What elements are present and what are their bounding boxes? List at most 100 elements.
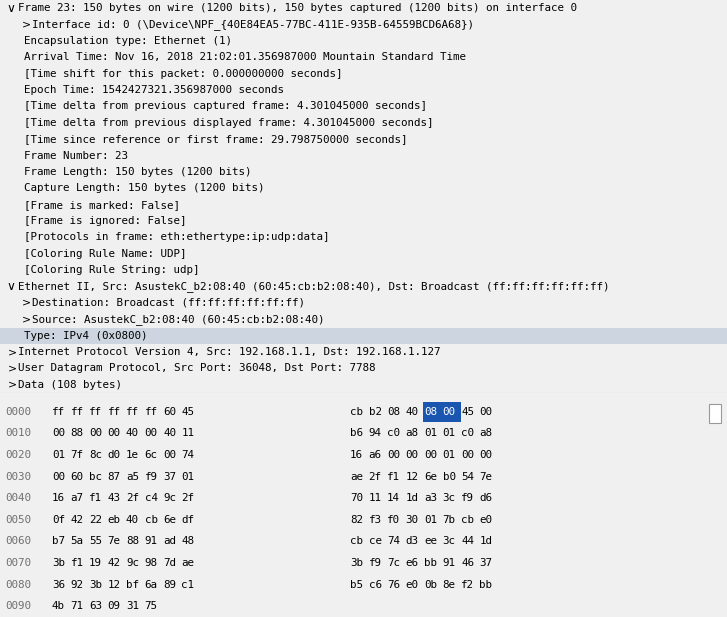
- Text: 00: 00: [52, 471, 65, 482]
- Text: d6: d6: [480, 493, 492, 503]
- Text: 01: 01: [443, 450, 456, 460]
- Text: 74: 74: [387, 536, 400, 547]
- Text: [Coloring Rule String: udp]: [Coloring Rule String: udp]: [24, 265, 199, 275]
- Text: 63: 63: [89, 601, 102, 611]
- Text: 5a: 5a: [71, 536, 84, 547]
- Text: f1: f1: [387, 471, 400, 482]
- Text: 7f: 7f: [71, 450, 84, 460]
- Text: b7: b7: [52, 536, 65, 547]
- Text: e0: e0: [480, 515, 492, 525]
- Text: ff: ff: [126, 407, 139, 417]
- Text: 71: 71: [71, 601, 84, 611]
- Text: 0040: 0040: [5, 493, 31, 503]
- Text: [Time since reference or first frame: 29.798750000 seconds]: [Time since reference or first frame: 29…: [24, 134, 408, 144]
- Text: Data (108 bytes): Data (108 bytes): [18, 380, 122, 390]
- Text: 3b: 3b: [350, 558, 363, 568]
- Text: c0: c0: [461, 428, 474, 439]
- Text: [Coloring Rule Name: UDP]: [Coloring Rule Name: UDP]: [24, 249, 187, 259]
- Text: ff: ff: [52, 407, 65, 417]
- Text: [Frame is marked: False]: [Frame is marked: False]: [24, 200, 180, 210]
- Text: 7b: 7b: [443, 515, 456, 525]
- Text: 45: 45: [182, 407, 195, 417]
- Text: 42: 42: [108, 558, 121, 568]
- Text: d0: d0: [108, 450, 121, 460]
- Text: Internet Protocol Version 4, Src: 192.168.1.1, Dst: 192.168.1.127: Internet Protocol Version 4, Src: 192.16…: [18, 347, 441, 357]
- Text: a5: a5: [126, 471, 139, 482]
- Text: b0: b0: [443, 471, 456, 482]
- Text: 01: 01: [52, 450, 65, 460]
- Text: 00: 00: [387, 450, 400, 460]
- Text: c6: c6: [369, 579, 382, 590]
- Text: b2: b2: [369, 407, 382, 417]
- Text: 0070: 0070: [5, 558, 31, 568]
- Text: 00: 00: [163, 450, 176, 460]
- Text: b6: b6: [350, 428, 363, 439]
- Text: >: >: [8, 380, 17, 390]
- Text: ∨: ∨: [6, 280, 15, 293]
- Text: a7: a7: [71, 493, 84, 503]
- Text: a8: a8: [406, 428, 419, 439]
- Text: ff: ff: [89, 407, 102, 417]
- Text: 42: 42: [71, 515, 84, 525]
- Text: Source: AsustekC_b2:08:40 (60:45:cb:b2:08:40): Source: AsustekC_b2:08:40 (60:45:cb:b2:0…: [32, 314, 324, 325]
- Text: 00: 00: [406, 450, 419, 460]
- Text: 14: 14: [387, 493, 400, 503]
- Text: 19: 19: [89, 558, 102, 568]
- Text: 11: 11: [369, 493, 382, 503]
- Text: 9c: 9c: [163, 493, 176, 503]
- Text: 1e: 1e: [126, 450, 139, 460]
- Text: 88: 88: [126, 536, 139, 547]
- Text: 7d: 7d: [163, 558, 176, 568]
- Text: 60: 60: [71, 471, 84, 482]
- Text: 40: 40: [163, 428, 176, 439]
- Text: cb: cb: [350, 407, 363, 417]
- Text: 46: 46: [461, 558, 474, 568]
- Text: Frame 23: 150 bytes on wire (1200 bits), 150 bytes captured (1200 bits) on inter: Frame 23: 150 bytes on wire (1200 bits),…: [18, 3, 577, 13]
- Text: ff: ff: [145, 407, 158, 417]
- Text: cb: cb: [461, 515, 474, 525]
- Text: ff: ff: [71, 407, 84, 417]
- Text: 00: 00: [52, 428, 65, 439]
- Text: Frame Length: 150 bytes (1200 bits): Frame Length: 150 bytes (1200 bits): [24, 167, 252, 177]
- Text: Encapsulation type: Ethernet (1): Encapsulation type: Ethernet (1): [24, 36, 232, 46]
- Text: 00: 00: [424, 450, 437, 460]
- Text: 91: 91: [443, 558, 456, 568]
- Text: f0: f0: [387, 515, 400, 525]
- Text: 8e: 8e: [443, 579, 456, 590]
- Text: 16: 16: [52, 493, 65, 503]
- Text: bf: bf: [126, 579, 139, 590]
- Text: 76: 76: [387, 579, 400, 590]
- Text: 0b: 0b: [424, 579, 437, 590]
- Text: bb: bb: [480, 579, 492, 590]
- Text: a8: a8: [480, 428, 492, 439]
- Text: 00: 00: [89, 428, 102, 439]
- Text: ce: ce: [369, 536, 382, 547]
- Text: 22: 22: [89, 515, 102, 525]
- Text: Arrival Time: Nov 16, 2018 21:02:01.356987000 Mountain Standard Time: Arrival Time: Nov 16, 2018 21:02:01.3569…: [24, 52, 466, 62]
- Text: df: df: [182, 515, 195, 525]
- Text: [Time delta from previous displayed frame: 4.301045000 seconds]: [Time delta from previous displayed fram…: [24, 118, 433, 128]
- Text: 00: 00: [108, 428, 121, 439]
- Text: >: >: [22, 20, 31, 30]
- Text: ee: ee: [424, 536, 437, 547]
- Text: 00: 00: [145, 428, 158, 439]
- Text: 00: 00: [480, 450, 492, 460]
- Text: 40: 40: [126, 428, 139, 439]
- Text: Capture Length: 150 bytes (1200 bits): Capture Length: 150 bytes (1200 bits): [24, 183, 265, 193]
- Text: 36: 36: [52, 579, 65, 590]
- Text: ae: ae: [182, 558, 195, 568]
- Text: 44: 44: [461, 536, 474, 547]
- Text: ∨: ∨: [6, 2, 15, 15]
- Text: 12: 12: [108, 579, 121, 590]
- Text: 00: 00: [443, 407, 456, 417]
- Text: f2: f2: [461, 579, 474, 590]
- Text: 0080: 0080: [5, 579, 31, 590]
- Text: 11: 11: [182, 428, 195, 439]
- Text: 01: 01: [424, 428, 437, 439]
- Text: 0000: 0000: [5, 407, 31, 417]
- Text: 0f: 0f: [52, 515, 65, 525]
- Text: 1d: 1d: [406, 493, 419, 503]
- Text: >: >: [22, 298, 31, 308]
- Text: 4b: 4b: [52, 601, 65, 611]
- Text: 3b: 3b: [52, 558, 65, 568]
